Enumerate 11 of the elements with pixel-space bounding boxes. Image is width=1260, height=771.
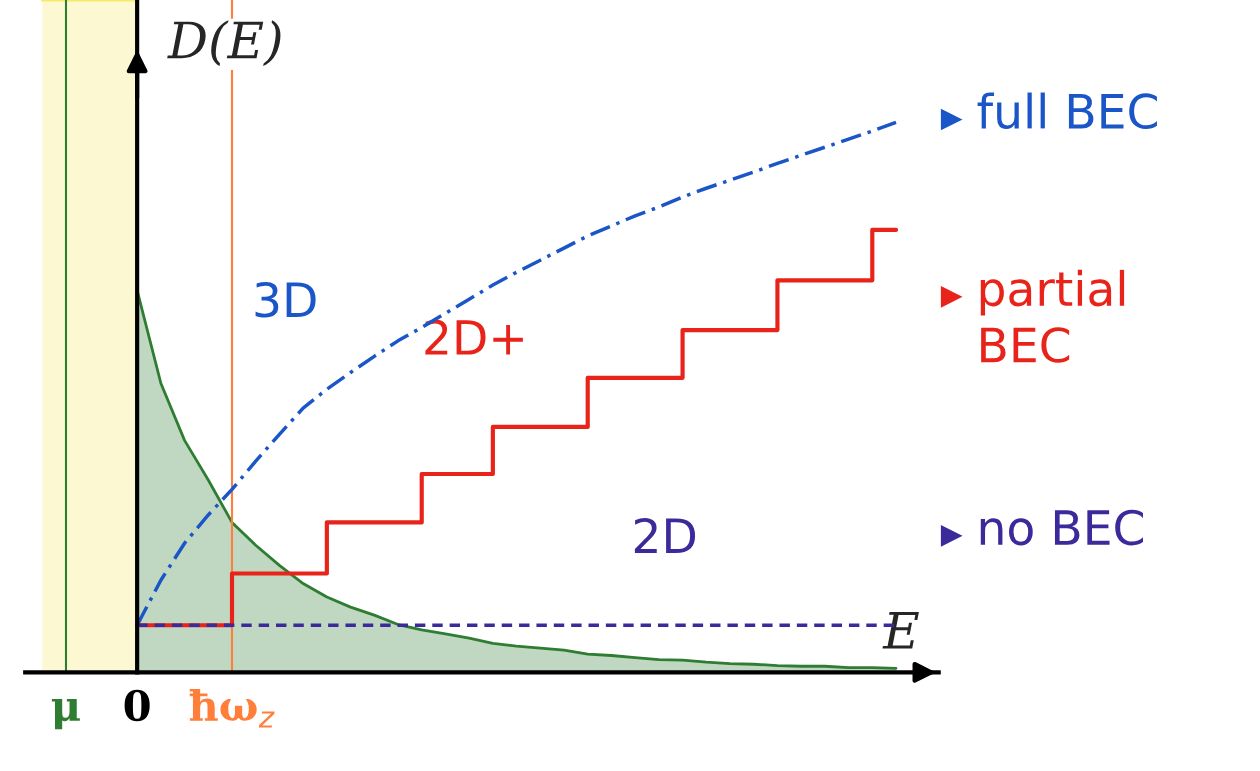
series-label: 2D+ xyxy=(425,319,523,355)
x-tick-label: 0 xyxy=(124,689,150,722)
x-axis-title: E xyxy=(882,612,919,649)
text: full BEC xyxy=(977,92,1157,130)
x-tick-label: μ xyxy=(51,699,80,730)
text: no BEC xyxy=(980,509,1143,546)
text: partial BEC xyxy=(980,269,1125,363)
y-axis-title: D(E) xyxy=(167,20,281,66)
series-label: 2D xyxy=(634,517,696,553)
x-tick-label: ħω$_{z}$ xyxy=(189,688,275,728)
series-label: 3D xyxy=(255,281,316,318)
